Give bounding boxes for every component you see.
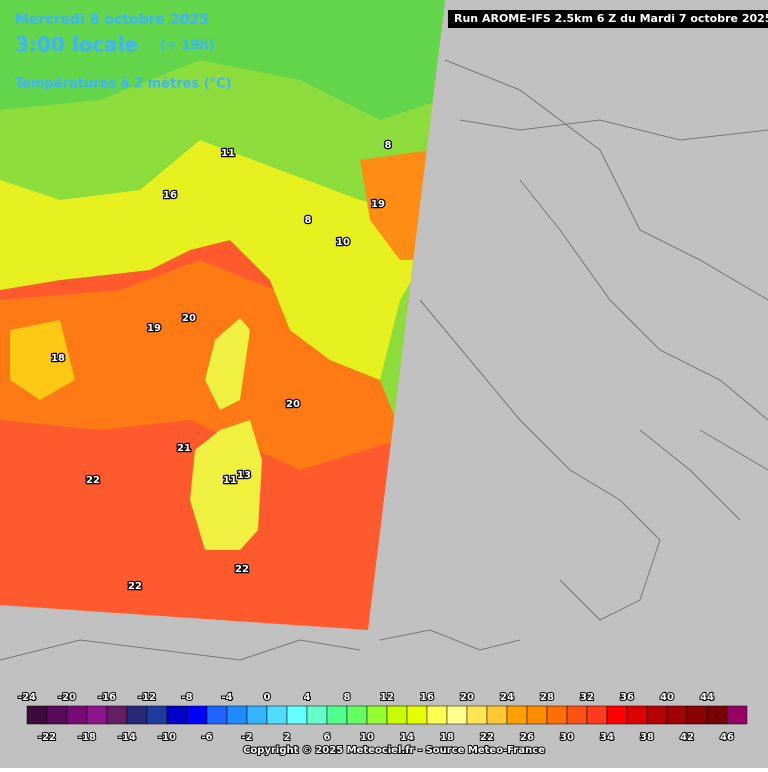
legend-swatch <box>506 705 528 725</box>
temperature-label: 22 <box>128 581 142 592</box>
legend-swatch <box>566 705 588 725</box>
legend-swatch <box>726 705 748 725</box>
legend-swatch <box>386 705 408 725</box>
time: 3:00 locale <box>15 33 138 57</box>
variable: Températures à 2 mètres (°C) <box>15 77 232 92</box>
temperature-label: 13 <box>237 470 251 481</box>
legend-swatch <box>106 705 128 725</box>
legend-tick-label: -16 <box>98 692 116 703</box>
legend-swatch <box>326 705 348 725</box>
temperature-label: 19 <box>371 199 385 210</box>
legend-swatch <box>546 705 568 725</box>
legend-tick-label: 34 <box>600 732 614 743</box>
legend-swatch <box>66 705 88 725</box>
legend-tick-label: 14 <box>400 732 414 743</box>
legend-swatch <box>686 705 708 725</box>
legend-swatch <box>306 705 328 725</box>
legend-tick-label: 24 <box>500 692 514 703</box>
legend-tick-label: 42 <box>680 732 694 743</box>
temperature-label: 18 <box>51 353 65 364</box>
legend-swatch <box>446 705 468 725</box>
legend-tick-label: 30 <box>560 732 574 743</box>
legend-tick-label: -4 <box>221 692 232 703</box>
legend-swatch <box>346 705 368 725</box>
legend-swatch <box>646 705 668 725</box>
legend-tick-label: -14 <box>118 732 136 743</box>
date: Mercredi 8 octobre 2025 <box>15 12 209 28</box>
legend-tick-label: 26 <box>520 732 534 743</box>
legend-tick-label: 20 <box>460 692 474 703</box>
legend-tick-label: 12 <box>380 692 394 703</box>
legend-swatch <box>466 705 488 725</box>
copyright: Copyright © 2025 Meteociel.fr - Source M… <box>243 745 545 756</box>
legend-swatch <box>366 705 388 725</box>
temperature-field <box>0 0 445 630</box>
legend-tick-label: -6 <box>201 732 212 743</box>
legend-tick-label: 6 <box>324 732 331 743</box>
legend-tick-label: -12 <box>138 692 156 703</box>
legend-swatch <box>666 705 688 725</box>
legend-swatch <box>706 705 728 725</box>
legend-swatch <box>286 705 308 725</box>
legend-swatch <box>586 705 608 725</box>
color-legend: -24-22-20-18-16-14-12-10-8-6-4-202468101… <box>17 691 748 744</box>
legend-swatch <box>606 705 628 725</box>
legend-swatch <box>206 705 228 725</box>
temperature-label: 11 <box>221 148 235 159</box>
legend-tick-label: -10 <box>158 732 176 743</box>
legend-swatch <box>26 705 48 725</box>
legend-tick-label: 4 <box>304 692 311 703</box>
legend-tick-label: 32 <box>580 692 594 703</box>
legend-tick-label: -22 <box>38 732 56 743</box>
legend-tick-label: 0 <box>264 692 271 703</box>
legend-swatch <box>486 705 508 725</box>
legend-tick-label: 18 <box>440 732 454 743</box>
temperature-label: 22 <box>235 564 249 575</box>
legend-tick-label: 46 <box>720 732 734 743</box>
legend-swatch <box>266 705 288 725</box>
legend-swatch <box>166 705 188 725</box>
legend-tick-label: -2 <box>241 732 252 743</box>
temperature-label: 19 <box>147 323 161 334</box>
temperature-label: 20 <box>182 313 196 324</box>
run-box <box>448 10 768 28</box>
temperature-label: 11 <box>223 475 237 486</box>
legend-tick-label: 8 <box>344 692 351 703</box>
legend-swatch <box>246 705 268 725</box>
temperature-label: 22 <box>86 475 100 486</box>
legend-tick-label: -18 <box>78 732 96 743</box>
legend-tick-label: 28 <box>540 692 554 703</box>
temperature-label: 10 <box>336 237 350 248</box>
temperature-label: 8 <box>305 215 312 226</box>
legend-tick-label: 22 <box>480 732 494 743</box>
legend-swatch <box>406 705 428 725</box>
legend-tick-label: -20 <box>58 692 76 703</box>
legend-swatch <box>146 705 168 725</box>
legend-swatch <box>226 705 248 725</box>
legend-tick-label: 44 <box>700 692 714 703</box>
legend-tick-label: 10 <box>360 732 374 743</box>
legend-swatch <box>126 705 148 725</box>
lead-time: (+ 19h) <box>160 39 215 54</box>
legend-swatch <box>626 705 648 725</box>
legend-swatch <box>46 705 68 725</box>
temperature-label: 16 <box>163 190 177 201</box>
legend-tick-label: 40 <box>660 692 674 703</box>
legend-tick-label: -24 <box>18 692 36 703</box>
legend-tick-label: 36 <box>620 692 634 703</box>
run-info: Run AROME-IFS 2.5km 6 Z du Mardi 7 octob… <box>454 12 768 25</box>
legend-swatch <box>526 705 548 725</box>
temperature-label: 20 <box>286 399 300 410</box>
temperature-label: 21 <box>177 443 191 454</box>
legend-swatch <box>426 705 448 725</box>
temperature-label: 8 <box>385 140 392 151</box>
legend-tick-label: -8 <box>181 692 192 703</box>
legend-swatch <box>86 705 108 725</box>
legend-tick-label: 16 <box>420 692 434 703</box>
legend-tick-label: 38 <box>640 732 654 743</box>
legend-swatch <box>186 705 208 725</box>
legend-tick-label: 2 <box>284 732 291 743</box>
borders <box>0 59 768 661</box>
